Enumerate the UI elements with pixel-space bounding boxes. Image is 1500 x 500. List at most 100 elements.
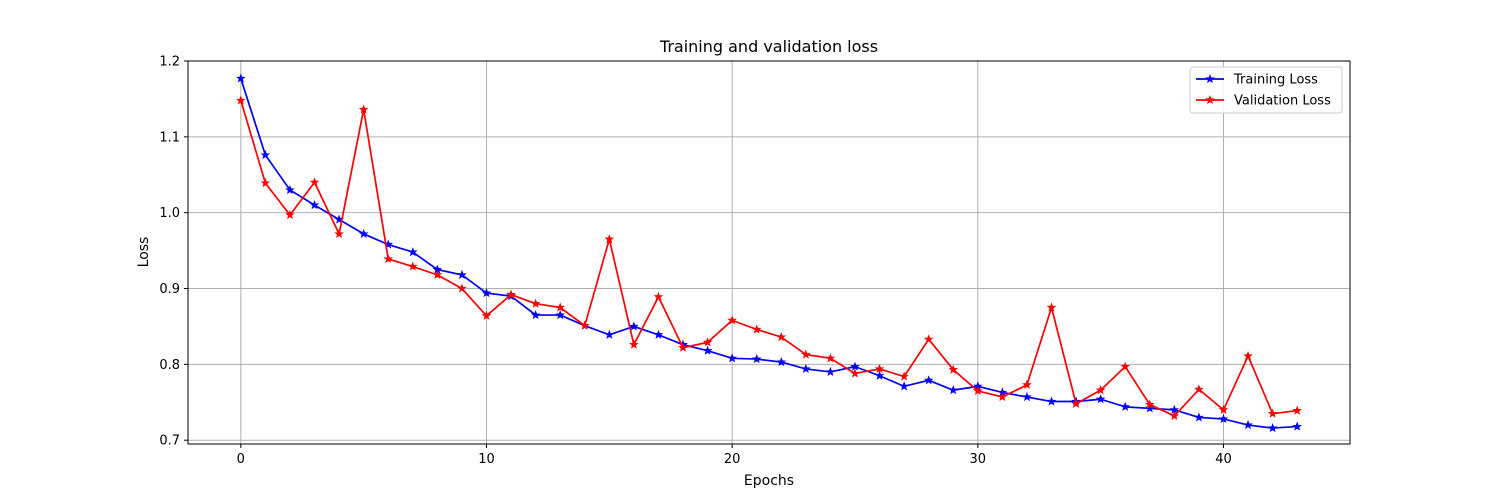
data-point [1046,396,1057,406]
x-tick-label: 0 [237,452,245,467]
data-point [653,329,664,339]
data-point [1194,384,1204,394]
y-tick-label: 0.7 [159,434,180,449]
data-point [285,209,295,220]
data-point [629,339,639,349]
data-point [530,298,541,308]
legend-box [1189,66,1343,114]
data-point [1169,410,1180,421]
data-point [973,385,983,396]
data-point [948,385,959,395]
data-point [825,353,836,363]
data-point [309,177,320,187]
data-point [751,324,762,334]
y-tick-label: 1.2 [159,55,180,70]
data-point [1095,394,1106,404]
data-point [358,104,369,114]
data-point [1267,408,1278,418]
x-tick-label: 30 [970,452,987,467]
data-point [1022,379,1032,389]
y-tick-label: 1.1 [159,130,180,145]
data-point [1243,350,1253,361]
data-point [997,391,1008,402]
legend-entry: Validation Loss [1196,94,1331,109]
data-point [530,310,541,320]
data-point [874,363,885,374]
data-point [555,302,565,312]
data-point [604,329,615,339]
data-point [407,261,418,271]
data-point [629,321,639,331]
data-point [923,334,934,344]
series-layer [236,73,1302,433]
x-tick-label: 40 [1215,452,1232,467]
data-point [1144,399,1155,409]
ticks: 0 10 20 30 40 0.7 0.8 0.9 1.0 1.1 1.2 [159,55,1231,468]
data-point [1218,404,1229,414]
data-point [1267,423,1278,433]
data-point [850,361,860,371]
data-point [457,269,467,279]
x-tick-label: 10 [478,452,495,467]
data-point [751,354,762,364]
data-point [260,178,271,188]
data-point [334,228,344,239]
legend: Training Loss Validation Loss [1189,66,1343,114]
data-point [358,228,369,239]
data-point [678,342,688,352]
y-axis-title: Loss [136,237,152,268]
legend-label: Training Loss [1233,73,1318,88]
data-point [236,95,246,105]
data-point [1120,361,1131,371]
data-point [776,357,787,367]
data-point [1218,413,1229,424]
data-point [899,381,909,391]
data-point [309,200,320,210]
y-tick-label: 1.0 [159,206,180,221]
data-point [1022,391,1032,402]
data-point [702,337,713,347]
legend-label: Validation Loss [1234,94,1331,109]
data-point [653,291,664,301]
data-point [1071,398,1081,408]
data-point [850,368,860,378]
chart-title: Training and validation loss [659,37,878,56]
legend-marker [1205,73,1215,84]
data-point [481,310,492,320]
data-point [801,363,811,374]
data-point [236,73,246,83]
data-point [1095,385,1106,395]
plot-frame [187,60,1351,445]
data-point [383,253,394,264]
data-point [407,247,418,257]
y-tick-label: 0.8 [159,358,180,373]
data-point [1292,405,1302,415]
data-point [1120,401,1131,411]
data-point [899,371,909,381]
series-training-loss [236,73,1302,433]
data-point [1046,302,1057,312]
data-point [1243,419,1253,430]
data-point [1194,412,1204,422]
legend-marker [1205,94,1215,105]
series-line [240,100,1298,417]
data-point [457,283,467,293]
data-point [801,349,811,359]
data-point [874,370,885,380]
data-point [604,234,615,244]
data-point [727,315,737,325]
data-point [481,288,492,298]
data-point [579,320,590,330]
data-point [702,345,713,355]
data-point [260,149,271,160]
data-point [727,353,737,363]
data-point [1292,421,1302,431]
data-point [825,366,836,377]
series-line [240,78,1298,429]
data-point [285,184,295,195]
series-validation-loss [236,95,1302,421]
x-axis-title: Epochs [744,473,794,489]
y-tick-label: 0.9 [159,282,180,297]
data-point [948,364,959,374]
